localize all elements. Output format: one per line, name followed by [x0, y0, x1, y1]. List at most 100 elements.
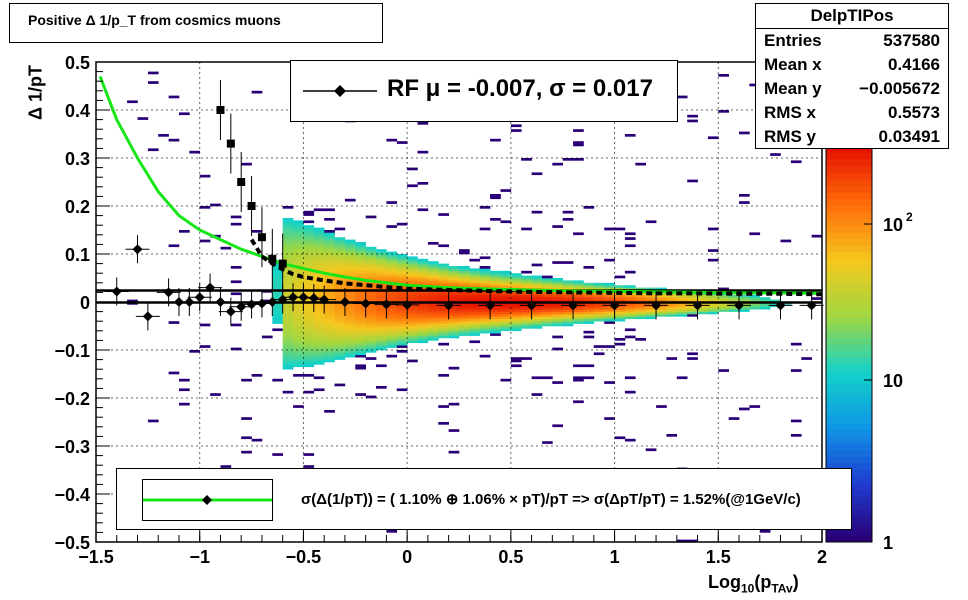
heatmap-cell: [583, 364, 595, 368]
heatmap-cell: [666, 357, 678, 360]
heatmap-cell: [573, 287, 584, 291]
heatmap-cell: [282, 314, 294, 317]
heatmap-cell: [396, 273, 408, 276]
heatmap-cell: [562, 294, 574, 298]
heatmap-cell: [313, 357, 325, 360]
heatmap-cell: [583, 294, 595, 298]
heatmap-cell: [500, 306, 512, 310]
heatmap-cell: [334, 345, 346, 348]
heatmap-cell: [386, 251, 398, 255]
heatmap-cell: [303, 321, 315, 324]
heatmap-cell: [687, 539, 698, 543]
heatmap-cell: [614, 316, 626, 320]
heatmap-cell: [510, 364, 522, 368]
heatmap-cell: [199, 174, 211, 178]
palette-cell: [826, 317, 872, 325]
heatmap-cell: [324, 261, 335, 264]
heatmap-cell: [479, 278, 491, 281]
heatmap-cell: [365, 215, 377, 219]
heatmap-cell: [365, 330, 377, 334]
heatmap-cell: [179, 230, 190, 233]
heatmap-cell: [241, 417, 252, 420]
heatmap-cell: [542, 323, 553, 327]
heatmap-cell: [438, 318, 449, 322]
heatmap-cell: [666, 304, 678, 308]
heatmap-cell: [282, 275, 294, 279]
heatmap-cell: [376, 318, 387, 322]
heatmap-cell: [739, 309, 750, 312]
heatmap-cell: [313, 256, 325, 260]
heatmap-cell: [417, 266, 429, 269]
heatmap-cell: [313, 292, 325, 296]
heatmap-cell: [542, 285, 553, 288]
heatmap-cell: [593, 297, 605, 300]
heatmap-cell: [521, 280, 532, 284]
heatmap-cell: [376, 314, 387, 317]
heatmap-cell: [459, 297, 470, 300]
heatmap-cell: [510, 304, 522, 308]
heatmap-cell: [261, 299, 273, 303]
heatmap-cell: [552, 311, 563, 315]
heatmap-cell: [635, 314, 646, 317]
heatmap-cell: [718, 306, 729, 310]
heatmap-cell: [303, 362, 315, 365]
heatmap-cell: [417, 333, 429, 336]
heatmap-cell: [417, 273, 429, 276]
heatmap-cell: [386, 318, 398, 322]
heatmap-cell: [324, 318, 335, 322]
heatmap-cell: [324, 285, 335, 288]
heatmap-cell: [490, 194, 501, 197]
heatmap-cell: [313, 258, 325, 262]
palette-cell: [826, 297, 872, 305]
heatmap-cell: [282, 292, 294, 296]
heatmap-cell: [510, 292, 522, 296]
heatmap-cell: [469, 297, 481, 300]
heatmap-cell: [365, 306, 377, 310]
heatmap-cell: [303, 251, 315, 255]
x-tick-label: 1.5: [706, 547, 731, 567]
heatmap-cell: [624, 328, 636, 332]
heatmap-cell: [531, 311, 543, 315]
heatmap-cell: [344, 292, 356, 296]
heatmap-cell: [293, 304, 304, 308]
heatmap-cell: [552, 287, 563, 291]
heatmap-cell: [324, 244, 335, 248]
heatmap-cell: [780, 239, 792, 243]
heatmap-cell: [324, 306, 335, 310]
heatmap-cell: [293, 347, 304, 351]
heatmap-cell: [417, 278, 429, 281]
heatmap-cell: [365, 338, 377, 341]
heatmap-cell: [344, 270, 356, 274]
heatmap-cell: [417, 299, 429, 303]
heatmap-cell: [479, 314, 491, 317]
heatmap-cell: [521, 227, 532, 231]
heatmap-cell: [624, 376, 636, 380]
heatmap-cell: [510, 129, 522, 132]
heatmap-cell: [510, 318, 522, 322]
heatmap-cell: [417, 258, 429, 262]
heatmap-cell: [365, 326, 377, 329]
heatmap-cell: [344, 285, 356, 288]
heatmap-cell: [376, 294, 387, 298]
heatmap-cell: [303, 287, 315, 291]
heatmap-cell: [749, 297, 761, 300]
heatmap-cell: [282, 294, 294, 298]
heatmap-cell: [324, 326, 335, 329]
heatmap-cell: [313, 342, 325, 346]
heatmap-cell: [313, 275, 325, 279]
heatmap-cell: [365, 395, 377, 399]
heatmap-cell: [220, 246, 232, 250]
heatmap-cell: [521, 314, 532, 317]
heatmap-cell: [313, 321, 325, 324]
heatmap-cell: [635, 309, 646, 312]
heatmap-cell: [396, 338, 408, 341]
heatmap-cell: [293, 230, 304, 233]
heatmap-cell: [344, 323, 356, 327]
heatmap-cell: [459, 323, 470, 327]
heatmap-cell: [344, 311, 356, 315]
heatmap-cell: [573, 376, 584, 380]
heatmap-cell: [438, 326, 449, 329]
heatmap-cell: [293, 316, 304, 320]
heatmap-cell: [604, 285, 615, 288]
heatmap-cell: [469, 268, 481, 272]
